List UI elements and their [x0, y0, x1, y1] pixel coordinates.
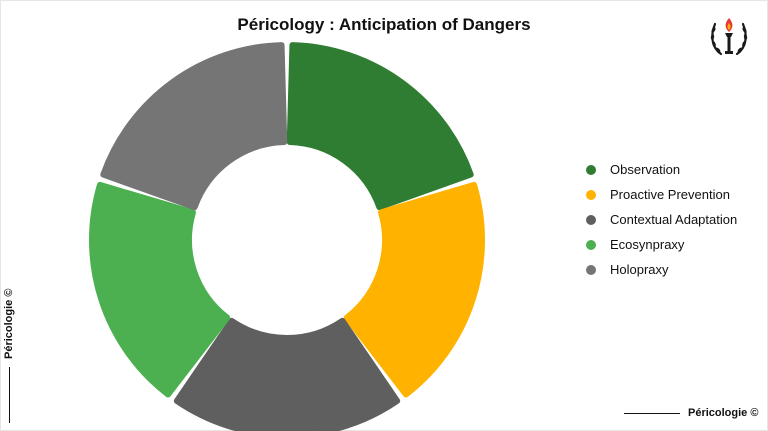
donut-slice-ecosynpraxy — [88, 181, 231, 398]
legend-item-holopraxy: Holopraxy — [586, 257, 737, 282]
legend-marker — [586, 164, 596, 175]
legend-marker — [586, 264, 596, 275]
watermark-rule — [624, 412, 680, 414]
side-watermark-text: Péricologie © — [3, 288, 15, 359]
legend-label: Proactive Prevention — [610, 187, 730, 202]
donut-slice-observation — [286, 42, 474, 211]
chart-title: Péricology : Anticipation of Dangers — [237, 15, 531, 34]
torch-laurel-emblem-icon — [710, 18, 748, 56]
chart-legend: Observation Proactive Prevention Contextua… — [586, 157, 737, 282]
legend-item-contextual-adaptation: Contextual Adaptation — [586, 207, 737, 232]
legend-label: Contextual Adaptation — [610, 212, 738, 227]
legend-label: Ecosynpraxy — [610, 237, 685, 252]
legend-label: Observation — [610, 162, 681, 177]
legend-marker — [586, 214, 596, 225]
legend-marker — [586, 239, 596, 250]
bottom-watermark-text: Péricologie © — [688, 407, 759, 419]
legend-item-observation: Observation — [586, 157, 737, 182]
legend-label: Holopraxy — [610, 262, 669, 277]
bottom-watermark: Péricologie © — [624, 407, 758, 419]
legend-item-ecosynpraxy: Ecosynpraxy — [586, 232, 737, 257]
legend-item-proactive-prevention: Proactive Prevention — [586, 182, 737, 207]
watermark-rule — [8, 367, 10, 423]
donut-slice-holopraxy — [100, 42, 288, 211]
legend-marker — [586, 189, 596, 200]
donut-slice-proactive-prevention — [343, 181, 486, 398]
donut-slice-contextual-adaptation — [173, 317, 401, 431]
side-watermark: Péricologie © — [3, 289, 15, 423]
